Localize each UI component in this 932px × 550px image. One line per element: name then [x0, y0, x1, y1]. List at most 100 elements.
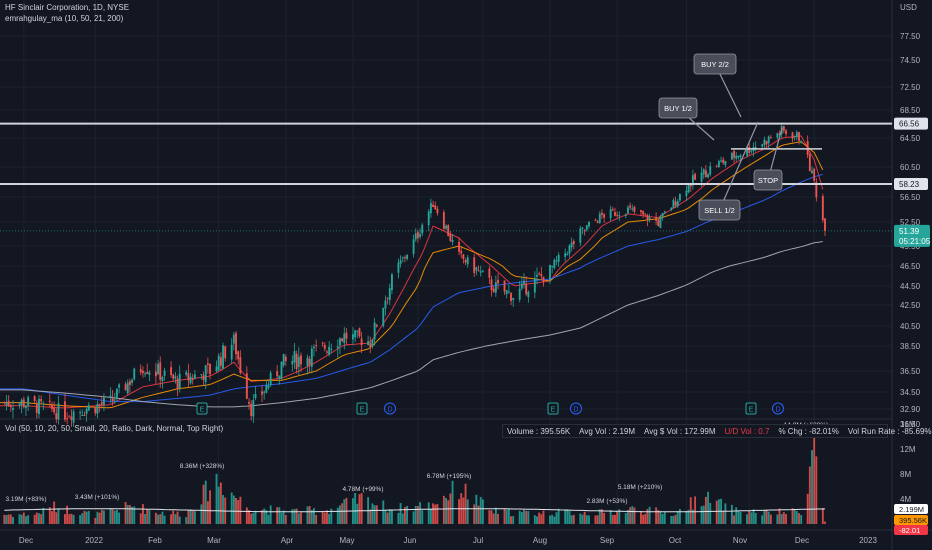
volume-bar — [536, 516, 538, 524]
candle-body — [193, 374, 196, 379]
time-tick-label: May — [339, 536, 354, 545]
volume-bar — [432, 503, 435, 524]
time-tick-label: 2023 — [859, 536, 877, 545]
volume-bar — [232, 495, 235, 524]
candle-body — [390, 274, 393, 291]
volume-bar — [780, 514, 783, 524]
event-marker-label: E — [551, 407, 556, 414]
candle-body — [791, 132, 794, 139]
trade-annotations[interactable]: BUY 2/2 BUY 1/2 SELL 1/2 STOP — [658, 53, 783, 221]
volume-bar — [25, 516, 27, 524]
volume-bar — [341, 503, 344, 524]
volume-bar — [230, 492, 233, 524]
candle-body — [323, 345, 326, 349]
volume-bar — [267, 514, 270, 524]
candle-body — [7, 400, 10, 407]
ma-line-50 — [0, 173, 823, 403]
volume-bar — [278, 507, 281, 524]
volume-bar — [27, 515, 30, 524]
symbol-title[interactable]: HF Sinclair Corporation, 1D, NYSE — [5, 3, 130, 12]
candle-body — [187, 373, 190, 381]
candle-body — [689, 184, 692, 187]
volume-bar — [55, 512, 58, 524]
candle-body — [494, 282, 497, 293]
volume-indicator-legend[interactable]: Vol (50, 10, 20, 50, Small, 20, Ratio, D… — [5, 424, 224, 433]
volume-bar — [295, 508, 298, 524]
volume-bar — [601, 509, 603, 524]
candle-body — [384, 300, 387, 309]
candle-body — [798, 132, 800, 141]
candle-body — [765, 141, 768, 145]
volume-bar — [442, 495, 445, 524]
candle-body — [263, 391, 266, 393]
candle-body — [717, 161, 720, 168]
candle-body — [371, 339, 374, 346]
time-tick-label: Aug — [533, 536, 547, 545]
candle-body — [232, 334, 235, 344]
volume-bar — [538, 512, 541, 524]
candle-body — [564, 253, 567, 257]
candle-body — [367, 341, 370, 345]
candle-body — [252, 400, 255, 417]
volume-bar — [178, 516, 181, 524]
candle-body — [94, 408, 97, 414]
candle-body — [525, 283, 528, 295]
candle-body — [609, 209, 612, 219]
candle-body — [306, 357, 309, 367]
volume-bar — [263, 508, 266, 524]
candle-body — [551, 265, 554, 267]
candle-body — [555, 260, 558, 262]
candle-body — [310, 348, 313, 367]
volume-bar — [239, 496, 242, 524]
volume-bar — [481, 499, 484, 524]
candle-body — [542, 276, 545, 283]
volume-bar — [326, 510, 328, 524]
volume-bar — [222, 495, 224, 524]
volume-bar — [310, 510, 313, 524]
volume-bar — [282, 510, 285, 524]
volume-bar — [57, 508, 60, 524]
candle-body — [618, 215, 621, 217]
candle-body — [222, 345, 224, 369]
volume-bar — [64, 514, 66, 524]
time-tick-label: Dec — [19, 536, 33, 545]
callout-label: SELL 1/2 — [704, 206, 735, 215]
volume-bar — [525, 510, 528, 524]
candle-body — [767, 136, 770, 144]
candle-body — [98, 404, 101, 406]
volume-bar — [709, 502, 712, 524]
volume-bar — [813, 437, 816, 524]
volume-bar — [659, 511, 662, 524]
time-axis-ticks[interactable]: Dec 2022 Feb Mar Apr May Jun Jul Aug Sep Oct Nov Dec… — [19, 536, 878, 545]
volume-bar — [447, 500, 450, 524]
candle-body — [313, 346, 315, 349]
volume-bar — [22, 512, 25, 524]
candle-body — [648, 217, 651, 220]
volume-bar — [291, 509, 294, 524]
candle-body — [583, 230, 586, 232]
candle-body — [102, 397, 105, 406]
candle-body — [269, 372, 272, 385]
volume-bar — [421, 510, 424, 524]
callout-box — [693, 53, 737, 75]
volume-bar — [70, 513, 73, 524]
callout-label: BUY 2/2 — [701, 60, 729, 69]
ma-indicator-legend[interactable]: emrahgulay_ma (10, 50, 21, 200) — [5, 14, 124, 23]
volume-bar — [3, 514, 6, 524]
candle-body — [209, 363, 211, 375]
candle-body — [642, 211, 645, 215]
volume-bar — [254, 510, 257, 524]
candle-body — [432, 204, 435, 208]
volume-bar — [488, 510, 491, 524]
volume-bar — [618, 509, 621, 524]
volume-bar — [629, 507, 632, 524]
volume-axis-tags: 2.199M 395.56K-82.01 — [894, 504, 928, 535]
volume-bar — [588, 515, 590, 524]
candle-body — [83, 415, 86, 417]
volume-bar — [328, 513, 331, 524]
volume-bar — [549, 515, 551, 524]
price-tick-label: 36.50 — [900, 367, 921, 376]
countdown-text: 05:21:05 — [899, 237, 931, 246]
